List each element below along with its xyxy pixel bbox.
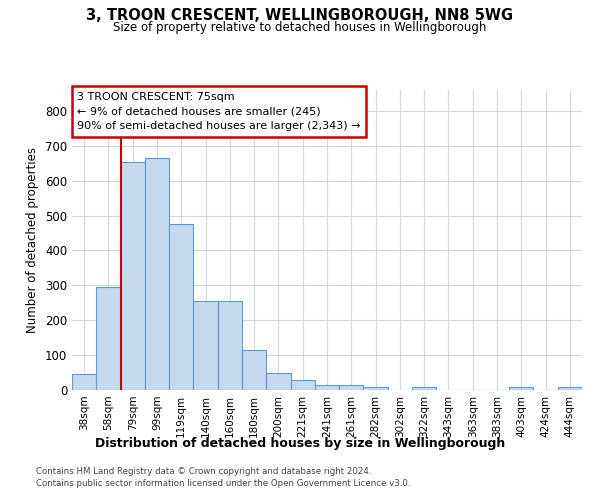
Bar: [290, 380, 315, 390]
Bar: [72, 374, 96, 390]
Bar: [315, 385, 339, 390]
Bar: [121, 162, 145, 390]
Text: Size of property relative to detached houses in Wellingborough: Size of property relative to detached ho…: [113, 21, 487, 34]
Text: Contains HM Land Registry data © Crown copyright and database right 2024.: Contains HM Land Registry data © Crown c…: [36, 467, 371, 476]
Bar: [145, 158, 169, 390]
Bar: [96, 287, 121, 390]
Text: Contains public sector information licensed under the Open Government Licence v3: Contains public sector information licen…: [36, 478, 410, 488]
Bar: [193, 301, 218, 390]
Bar: [242, 350, 266, 390]
Bar: [558, 387, 582, 390]
Bar: [412, 387, 436, 390]
Bar: [509, 387, 533, 390]
Bar: [339, 385, 364, 390]
Bar: [169, 224, 193, 390]
Text: Distribution of detached houses by size in Wellingborough: Distribution of detached houses by size …: [95, 438, 505, 450]
Text: 3 TROON CRESCENT: 75sqm
← 9% of detached houses are smaller (245)
90% of semi-de: 3 TROON CRESCENT: 75sqm ← 9% of detached…: [77, 92, 361, 131]
Text: 3, TROON CRESCENT, WELLINGBOROUGH, NN8 5WG: 3, TROON CRESCENT, WELLINGBOROUGH, NN8 5…: [86, 8, 514, 22]
Bar: [364, 387, 388, 390]
Y-axis label: Number of detached properties: Number of detached properties: [26, 147, 40, 333]
Bar: [218, 301, 242, 390]
Bar: [266, 372, 290, 390]
